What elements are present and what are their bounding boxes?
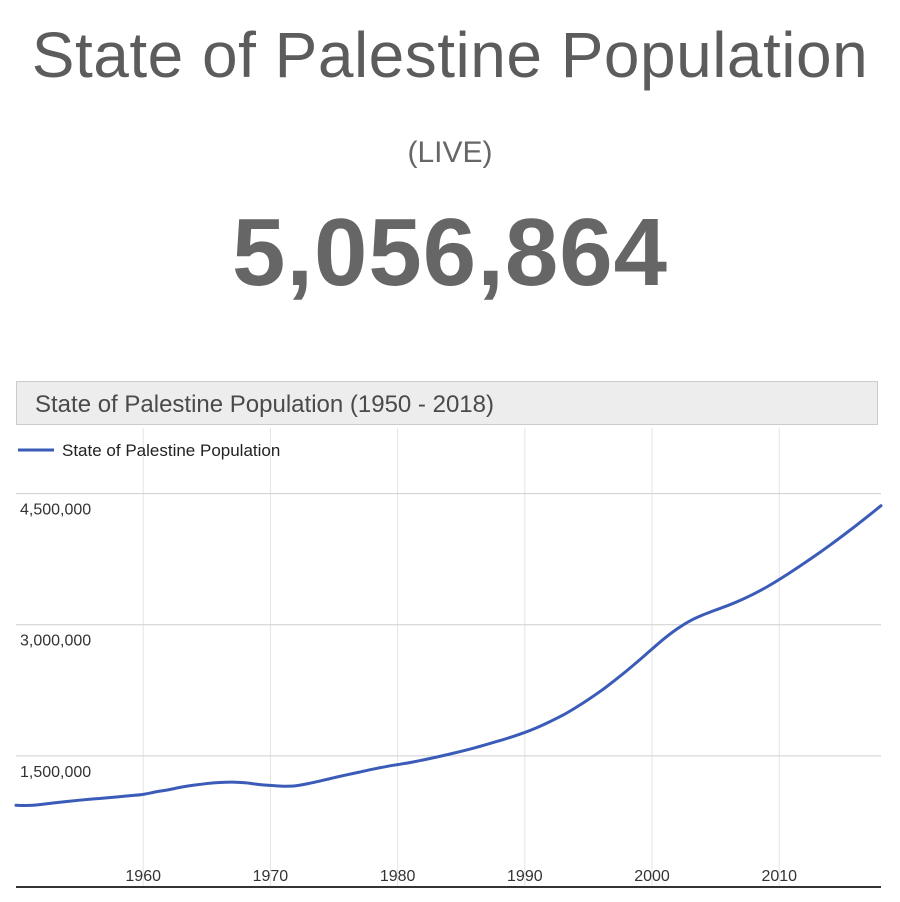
chart-title-bar: State of Palestine Population (1950 - 20… bbox=[16, 381, 878, 425]
grid-lines bbox=[16, 428, 881, 887]
y-tick-label: 4,500,000 bbox=[20, 502, 91, 519]
x-tick-label: 1960 bbox=[125, 868, 161, 885]
x-tick-label: 1980 bbox=[380, 868, 416, 885]
x-tick-label: 2000 bbox=[634, 868, 670, 885]
page-title: State of Palestine Population bbox=[31, 19, 869, 91]
x-tick-label: 2010 bbox=[761, 868, 797, 885]
chart-title: State of Palestine Population (1950 - 20… bbox=[35, 391, 494, 418]
legend: State of Palestine Population bbox=[18, 441, 280, 460]
live-population-counter: 5,056,864 bbox=[231, 199, 669, 306]
series-line[interactable] bbox=[14, 504, 883, 807]
tick-labels: 1960 1970 1980 1990 2000 2010 1,500,000 3,000,0… bbox=[20, 502, 797, 885]
y-tick-label: 3,000,000 bbox=[20, 633, 91, 650]
x-tick-label: 1970 bbox=[253, 868, 289, 885]
x-tick-label: 1990 bbox=[507, 868, 543, 885]
legend-label[interactable]: State of Palestine Population bbox=[62, 441, 280, 460]
live-label: (LIVE) bbox=[407, 136, 493, 169]
y-tick-label: 1,500,000 bbox=[20, 764, 91, 781]
series-layer bbox=[14, 504, 883, 807]
